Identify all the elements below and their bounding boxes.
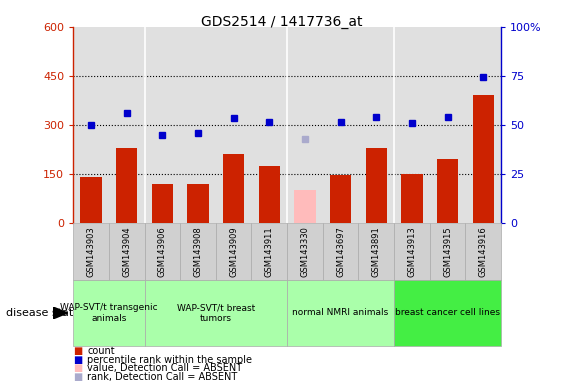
Text: WAP-SVT/t transgenic
animals: WAP-SVT/t transgenic animals	[60, 303, 158, 323]
Bar	[330, 175, 351, 223]
Text: WAP-SVT/t breast
tumors: WAP-SVT/t breast tumors	[177, 303, 255, 323]
Text: GSM143891: GSM143891	[372, 226, 381, 277]
Text: GSM143915: GSM143915	[443, 226, 452, 277]
Polygon shape	[53, 307, 68, 319]
Text: value, Detection Call = ABSENT: value, Detection Call = ABSENT	[87, 363, 243, 373]
Bar	[365, 148, 387, 223]
Text: percentile rank within the sample: percentile rank within the sample	[87, 355, 252, 365]
Bar	[151, 184, 173, 223]
Text: GSM143904: GSM143904	[122, 226, 131, 277]
Bar	[437, 159, 458, 223]
Text: breast cancer cell lines: breast cancer cell lines	[395, 308, 500, 318]
Text: GSM143908: GSM143908	[194, 226, 203, 277]
Bar	[187, 184, 209, 223]
Bar	[401, 174, 423, 223]
Text: GSM143916: GSM143916	[479, 226, 488, 277]
Bar	[223, 154, 244, 223]
Bar	[116, 148, 137, 223]
Text: ■: ■	[73, 372, 82, 382]
Text: ■: ■	[73, 355, 82, 365]
Text: normal NMRI animals: normal NMRI animals	[293, 308, 388, 318]
Text: GSM143909: GSM143909	[229, 226, 238, 277]
Text: count: count	[87, 346, 115, 356]
Text: ■: ■	[73, 363, 82, 373]
Text: GSM143697: GSM143697	[336, 226, 345, 277]
Text: rank, Detection Call = ABSENT: rank, Detection Call = ABSENT	[87, 372, 238, 382]
Bar	[472, 95, 494, 223]
Bar	[294, 190, 316, 223]
Text: GSM143906: GSM143906	[158, 226, 167, 277]
Text: GSM143330: GSM143330	[301, 226, 310, 277]
Text: disease state: disease state	[6, 308, 80, 318]
Text: ■: ■	[73, 346, 82, 356]
Text: GSM143913: GSM143913	[408, 226, 417, 277]
Bar	[258, 166, 280, 223]
Text: GSM143903: GSM143903	[87, 226, 96, 277]
Text: GSM143911: GSM143911	[265, 226, 274, 277]
Text: GDS2514 / 1417736_at: GDS2514 / 1417736_at	[201, 15, 362, 29]
Bar	[81, 177, 102, 223]
